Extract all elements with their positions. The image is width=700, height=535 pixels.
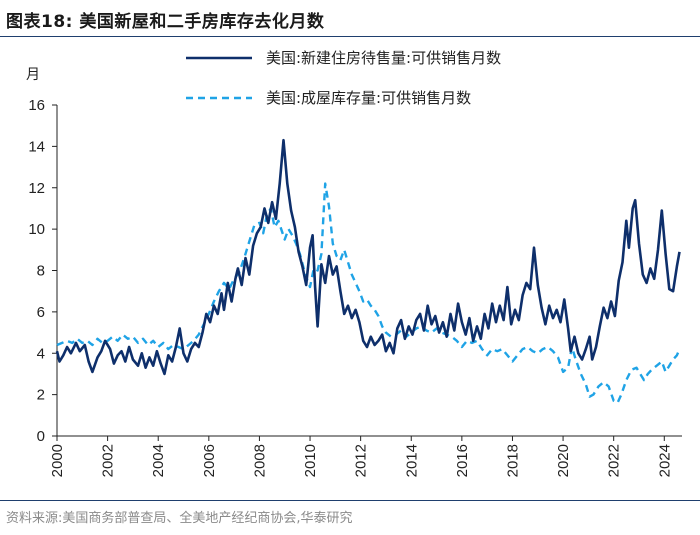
- x-tick-label: 2006: [201, 444, 218, 477]
- y-tick-label: 4: [37, 345, 45, 362]
- y-tick-label: 10: [28, 221, 45, 238]
- chart-title: 图表18: 美国新屋和二手房库存去化月数: [6, 12, 325, 32]
- source-note: 资料来源:美国商务部普查局、全美地产经纪商协会,华泰研究: [6, 511, 353, 526]
- series-line-2: [56, 182, 681, 405]
- title-rule: [0, 36, 700, 37]
- x-tick-label: 2012: [353, 444, 370, 477]
- legend-label-2: 美国:成屋库存量:可供销售月数: [266, 89, 471, 107]
- x-tick-label: 2000: [49, 444, 66, 477]
- axes: 0 2 4 6 8 10 12 14 16 2000 2002 2004 2006 2008 2010 201…: [26, 67, 682, 477]
- y-tick-label: 0: [37, 428, 45, 445]
- series-line-1: [55, 138, 681, 376]
- y-tick-label: 14: [28, 138, 45, 155]
- y-tick-label: 12: [28, 180, 45, 197]
- x-tick-label: 2024: [656, 444, 673, 477]
- x-tick-label: 2002: [100, 444, 117, 477]
- x-tick-label: 2008: [251, 444, 268, 477]
- x-tick-label: 2018: [504, 444, 521, 477]
- x-tick-label: 2010: [302, 444, 319, 477]
- y-unit-label: 月: [26, 67, 40, 83]
- series-group: [55, 138, 681, 405]
- y-tick-label: 2: [37, 387, 45, 404]
- y-tick-label: 8: [37, 263, 45, 280]
- y-tick-label: 6: [37, 304, 45, 321]
- line-chart: 0 2 4 6 8 10 12 14 16 2000 2002 2004 2006 2008 2010 201…: [26, 49, 682, 477]
- x-tick-label: 2022: [606, 444, 623, 477]
- legend-label-1: 美国:新建住房待售量:可供销售月数: [266, 49, 501, 67]
- y-tick-label: 16: [28, 97, 45, 114]
- x-tick-label: 2004: [150, 444, 167, 477]
- x-tick-label: 2014: [403, 444, 420, 477]
- x-tick-label: 2020: [555, 444, 572, 477]
- footer-rule: [0, 500, 700, 501]
- x-tick-label: 2016: [454, 444, 471, 477]
